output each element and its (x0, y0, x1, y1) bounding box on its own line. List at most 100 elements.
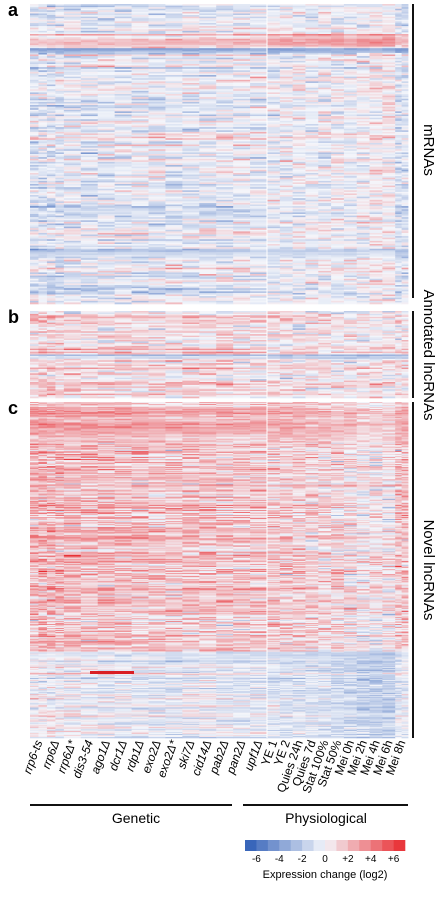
heatmap-cell (131, 79, 149, 82)
heatmap-cell (356, 112, 370, 115)
heatmap-cell (165, 62, 183, 65)
heatmap-cell (216, 141, 234, 144)
heatmap-cell (356, 97, 370, 100)
heatmap-cell (318, 130, 332, 133)
heatmap-cell (30, 15, 39, 17)
heatmap-cell (148, 101, 166, 104)
heatmap-cell (63, 16, 82, 19)
heatmap-cell (97, 57, 116, 60)
heatmap-cell (401, 166, 409, 169)
heatmap-cell (182, 30, 200, 33)
heatmap-cell (401, 49, 409, 52)
heatmap-cell (165, 154, 183, 156)
heatmap-cell (148, 26, 166, 28)
heatmap-cell (331, 64, 345, 66)
heatmap-cell (148, 146, 166, 148)
heatmap-cell (55, 22, 65, 25)
heatmap-cell (343, 133, 358, 136)
heatmap-cell (395, 29, 402, 32)
heatmap-cell (292, 157, 306, 160)
heatmap-cell (369, 114, 383, 117)
heatmap-cell (279, 168, 294, 171)
heatmap-cell (343, 78, 358, 81)
heatmap-cell (55, 87, 65, 90)
heatmap-cell (55, 45, 65, 47)
heatmap-cell (356, 98, 370, 101)
heatmap-cell (199, 165, 217, 167)
heatmap-cell (63, 78, 82, 81)
heatmap-cell (30, 24, 39, 27)
heatmap-cell (267, 131, 281, 134)
heatmap-cell (331, 165, 345, 167)
heatmap-cell (55, 11, 65, 14)
heatmap-cell (292, 34, 306, 36)
heatmap-cell (233, 24, 251, 27)
heatmap-cell (80, 147, 99, 150)
heatmap-cell (401, 76, 409, 79)
heatmap-cell (395, 40, 402, 43)
heatmap-cell (216, 34, 234, 36)
heatmap-cell (182, 154, 200, 156)
heatmap-cell (165, 101, 183, 104)
heatmap-cell (356, 26, 370, 28)
heatmap-cell (233, 75, 251, 77)
heatmap-cell (46, 35, 56, 38)
heatmap-cell (216, 149, 234, 152)
heatmap-cell (233, 103, 251, 106)
heatmap-cell (199, 75, 217, 77)
heatmap-cell (148, 57, 166, 60)
heatmap-cell (165, 95, 183, 98)
heatmap-cell (267, 174, 281, 177)
heatmap-cell (148, 75, 166, 77)
heatmap-cell (233, 27, 251, 30)
heatmap-cell (131, 65, 149, 68)
heatmap-cell (331, 54, 345, 57)
heatmap-cell (216, 139, 234, 142)
heatmap-cell (233, 152, 251, 155)
heatmap-cell (30, 73, 39, 76)
heatmap-cell (395, 112, 402, 115)
heatmap-cell (292, 169, 306, 172)
heatmap-cell (401, 79, 409, 82)
heatmap-cell (369, 158, 383, 161)
heatmap-cell (165, 51, 183, 54)
heatmap-cell (401, 16, 409, 19)
heatmap-cell (63, 18, 82, 21)
heatmap-cell (97, 29, 116, 32)
heatmap-cell (30, 19, 39, 22)
heatmap-cell (292, 76, 306, 79)
heatmap-cell (30, 7, 39, 10)
heatmap-cell (250, 152, 268, 155)
heatmap-cell (356, 111, 370, 114)
heatmap-cell (55, 108, 65, 111)
heatmap-cell (382, 90, 396, 93)
heatmap-cell (233, 76, 251, 79)
heatmap-cell (369, 29, 383, 32)
heatmap-cell (46, 133, 56, 136)
heatmap-cell (233, 70, 251, 73)
heatmap-cell (356, 144, 370, 147)
heatmap-cell (250, 8, 268, 11)
heatmap-cell (279, 105, 294, 107)
heatmap-cell (97, 127, 116, 130)
heatmap-cell (199, 13, 217, 16)
heatmap-cell (318, 57, 332, 60)
heatmap-cell (148, 90, 166, 93)
heatmap-cell (233, 147, 251, 150)
heatmap-cell (369, 147, 383, 150)
heatmap-cell (401, 18, 409, 21)
heatmap-cell (63, 19, 82, 22)
heatmap-cell (250, 111, 268, 114)
heatmap-cell (382, 174, 396, 177)
heatmap-cell (292, 22, 306, 25)
heatmap-cell (63, 146, 82, 148)
heatmap-cell (401, 149, 409, 152)
heatmap-cell (216, 19, 234, 22)
heatmap-cell (55, 59, 65, 62)
heatmap-cell (395, 60, 402, 63)
heatmap-cell (331, 51, 345, 54)
heatmap-cell (343, 81, 358, 84)
heatmap-cell (182, 46, 200, 49)
heatmap-cell (267, 18, 281, 21)
heatmap-cell (267, 81, 281, 84)
